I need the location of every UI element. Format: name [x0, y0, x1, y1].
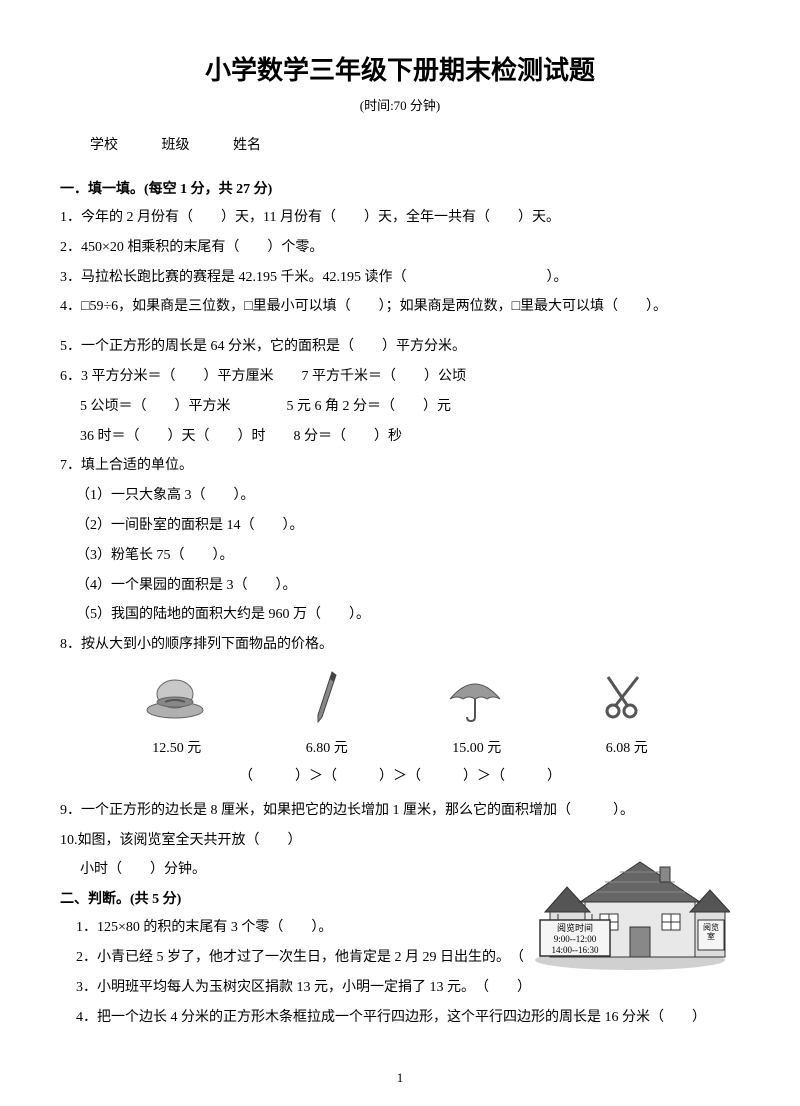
- sign-time1: 9:00--12:00: [543, 934, 607, 945]
- section1-title: 一．填一填。(每空 1 分，共 27 分): [60, 178, 740, 198]
- pen-icon: [295, 667, 355, 727]
- question-9: 9．一个正方形的边长是 8 厘米，如果把它的边长增加 1 厘米，那么它的面积增加…: [60, 799, 740, 823]
- question-4: 4．□59÷6，如果商是三位数，□里最小可以填（ ）；如果商是两位数，□里最大可…: [60, 295, 740, 319]
- price-umbrella: 15.00 元: [452, 737, 501, 757]
- house-illustration: 阅览时间 9:00--12:00 14:00--16:30 阅览室: [530, 832, 730, 972]
- page-subtitle: (时间:70 分钟): [60, 95, 740, 114]
- field-school: 学校: [90, 134, 118, 154]
- page-title: 小学数学三年级下册期末检测试题: [60, 50, 740, 87]
- question-7-4: （4）一个果园的面积是 3（ ）。: [76, 574, 740, 598]
- question-8: 8．按从大到小的顺序排列下面物品的价格。: [60, 633, 740, 657]
- question-7-3: （3）粉笔长 75（ ）。: [76, 544, 740, 568]
- question-1: 1．今年的 2 月份有（ ）天，11 月份有（ ）天，全年一共有（ ）天。: [60, 206, 740, 230]
- judge-3: 3．小明班平均每人为玉树灾区捐款 13 元，小明一定捐了 13 元。 （ ）: [76, 976, 740, 1000]
- umbrella-icon: [445, 667, 505, 727]
- price-scissors: 6.08 元: [606, 737, 648, 757]
- question-6a: 6．3 平方分米＝（ ）平方厘米 7 平方千米＝（ ）公顷: [60, 365, 740, 389]
- scissors-icon: [595, 667, 655, 727]
- price-pen: 6.80 元: [306, 737, 348, 757]
- sign-time2: 14:00--16:30: [543, 945, 607, 956]
- room-label: 阅览室: [700, 924, 722, 942]
- items-row: [100, 667, 700, 727]
- question-5: 5．一个正方形的周长是 64 分米，它的面积是（ ）平方分米。: [60, 335, 740, 359]
- question-8-compare: （ ）＞（ ）＞（ ）＞（ ）: [60, 765, 740, 789]
- question-6b: 5 公顷＝（ ）平方米 5 元 6 角 2 分＝（ ）元: [80, 395, 740, 419]
- field-name: 姓名: [233, 134, 261, 154]
- prices-row: 12.50 元 6.80 元 15.00 元 6.08 元: [100, 737, 700, 757]
- question-7-5: （5）我国的陆地的面积大约是 960 万（ ）。: [76, 603, 740, 627]
- question-7-1: （1）一只大象高 3（ ）。: [76, 484, 740, 508]
- question-7: 7．填上合适的单位。: [60, 454, 740, 478]
- judge-4: 4．把一个边长 4 分米的正方形木条框拉成一个平行四边形，这个平行四边形的周长是…: [76, 1006, 740, 1030]
- field-class: 班级: [162, 134, 190, 154]
- question-3: 3．马拉松长跑比赛的赛程是 42.195 千米。42.195 读作（ ）。: [60, 266, 740, 290]
- price-hat: 12.50 元: [152, 737, 201, 757]
- question-7-2: （2）一间卧室的面积是 14（ ）。: [76, 514, 740, 538]
- sign-title: 阅览时间: [543, 923, 607, 934]
- question-2: 2．450×20 相乘积的末尾有（ ）个零。: [60, 236, 740, 260]
- question-6c: 36 时＝（ ）天（ ）时 8 分＝（ ）秒: [80, 425, 740, 449]
- header-fields: 学校 班级 姓名: [90, 134, 740, 154]
- page-number: 1: [397, 1070, 404, 1086]
- hat-icon: [145, 667, 205, 727]
